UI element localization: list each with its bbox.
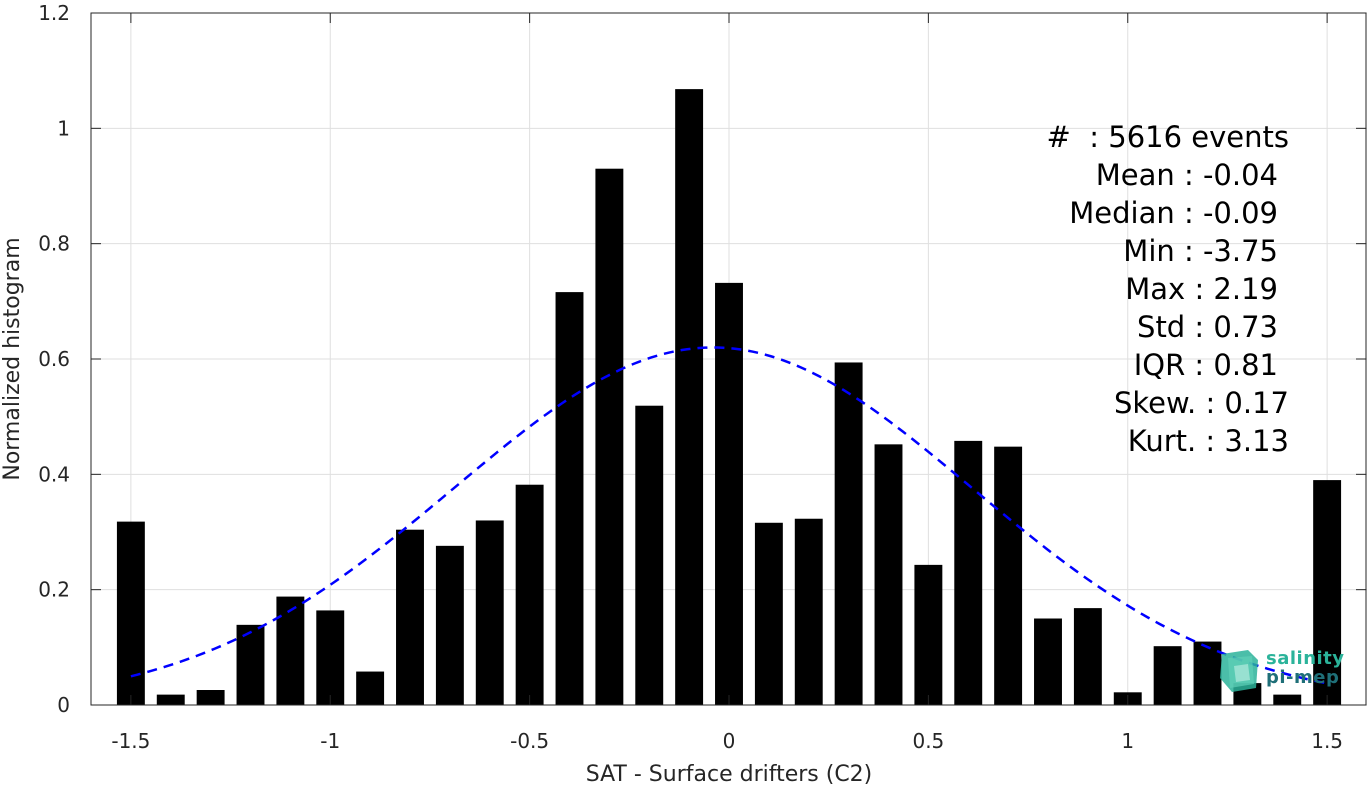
y-tick-label: 0: [57, 693, 70, 717]
histogram-bar: [1273, 694, 1302, 705]
histogram-bar: [715, 282, 743, 705]
stat-events: # : 5616 events: [1046, 120, 1289, 154]
x-tick-label: -1.5: [111, 729, 150, 753]
x-tick-label: 0: [723, 729, 736, 753]
histogram-bar: [834, 362, 863, 705]
stat-max: Max : 2.19: [1125, 272, 1278, 306]
histogram-bar: [475, 520, 504, 705]
histogram-bar: [555, 292, 584, 705]
histogram-bar: [595, 168, 624, 705]
normal-fit-curve: [130, 346, 1328, 685]
histogram-bar: [116, 521, 145, 705]
x-tick-label: 0.5: [912, 729, 944, 753]
stat-min: Min : -3.75: [1123, 234, 1278, 268]
stat-kurt: Kurt. : 3.13: [1127, 424, 1289, 458]
stat-iqr: IQR : 0.81: [1133, 348, 1278, 382]
y-tick-label: 0.8: [38, 232, 70, 256]
y-axis-label: Normalized histogram: [0, 237, 25, 480]
histogram-bar: [635, 405, 664, 705]
histogram-bar: [356, 671, 385, 705]
histogram-bar: [156, 694, 185, 705]
histogram-bar: [954, 440, 983, 705]
histogram-bar: [1073, 608, 1102, 705]
histogram-bar: [435, 545, 464, 705]
histogram-bar: [794, 518, 823, 705]
histogram-bar: [1034, 618, 1062, 705]
stat-std: Std : 0.73: [1137, 310, 1278, 344]
statistics-box: # : 5616 events Mean : -0.04 Median : -0…: [1047, 118, 1289, 460]
histogram-bars: [116, 89, 1342, 706]
y-tick-label: 0.2: [38, 578, 70, 602]
histogram-bar: [874, 444, 903, 705]
logo-text-salinity: salinity: [1266, 648, 1345, 669]
salinity-pimep-logo: salinity pi-mep: [1218, 648, 1348, 696]
x-tick-label: 1: [1121, 729, 1134, 753]
histogram-bar: [196, 690, 225, 705]
y-tick-label: 1: [57, 116, 70, 140]
x-tick-label: -0.5: [510, 729, 549, 753]
stat-median: Median : -0.09: [1069, 196, 1278, 230]
x-axis-label: SAT - Surface drifters (C2): [586, 762, 873, 785]
stat-skew: Skew. : 0.17: [1113, 386, 1289, 420]
histogram-bar: [994, 446, 1023, 705]
x-tick-label: 1.5: [1311, 729, 1343, 753]
logo-mark-icon: [1220, 650, 1258, 692]
histogram-bar: [914, 564, 943, 705]
logo-text-pimep: pi-mep: [1266, 667, 1340, 688]
histogram-bar: [754, 522, 783, 705]
x-tick-label: -1: [320, 729, 340, 753]
histogram-bar: [316, 610, 345, 705]
histogram-bar: [1313, 480, 1342, 705]
histogram-bar: [276, 596, 305, 705]
histogram-bar: [675, 89, 704, 706]
stat-mean: Mean : -0.04: [1095, 158, 1278, 192]
y-tick-label: 0.6: [38, 347, 70, 371]
histogram-bar: [515, 484, 544, 705]
histogram-bar: [1153, 646, 1182, 705]
y-tick-label: 1.2: [38, 1, 70, 25]
y-tick-label: 0.4: [38, 462, 70, 486]
histogram-bar: [236, 624, 265, 705]
axis-ticks: -1.5 -1 -0.5 0 0.5 1 1.5 0 0.2 0.4 0.6 0.8 1 1.2: [38, 1, 1366, 753]
histogram-bar: [396, 529, 424, 705]
